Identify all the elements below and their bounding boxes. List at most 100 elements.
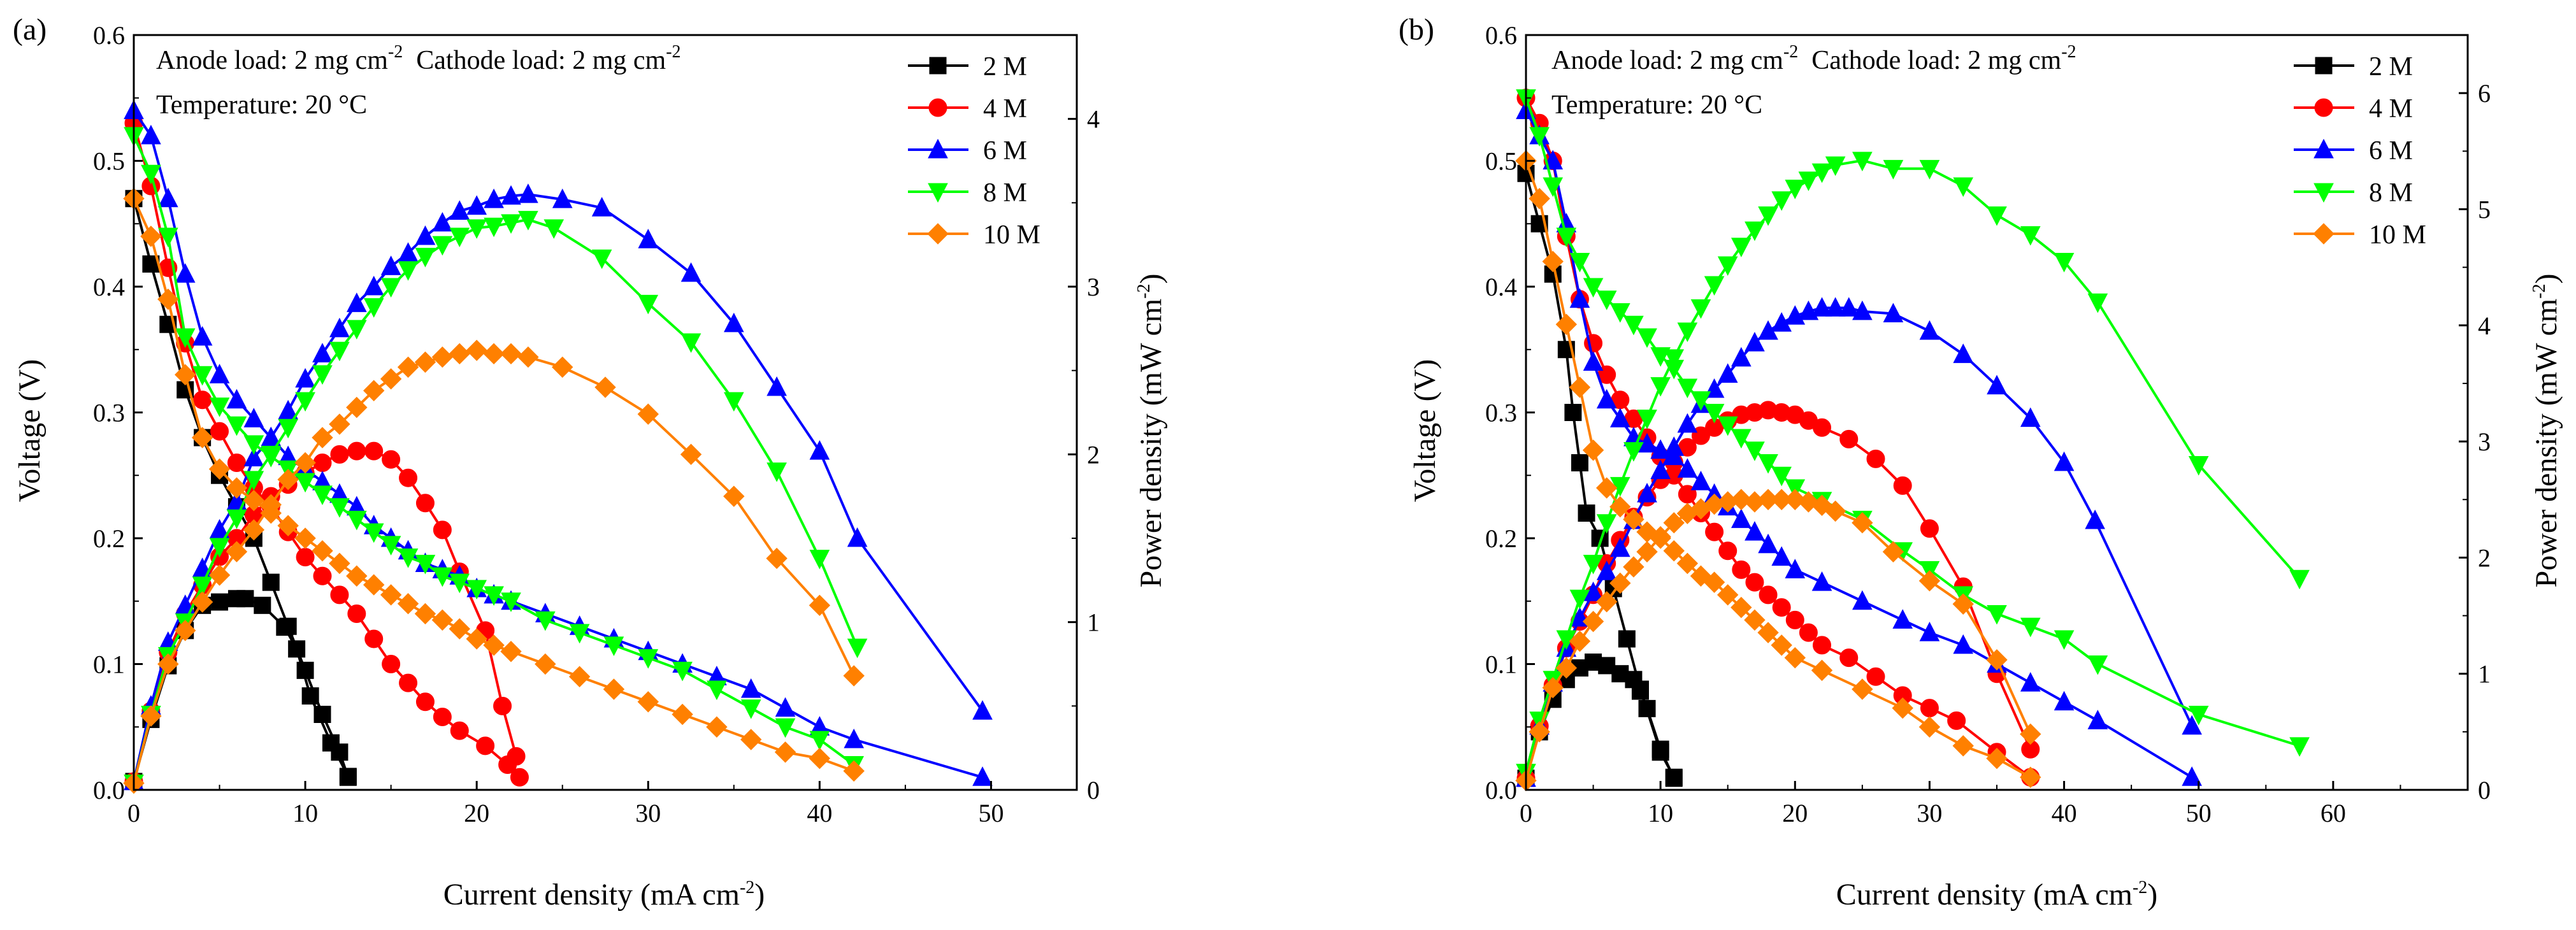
voltage-point	[296, 548, 315, 567]
power-point	[1745, 332, 1765, 352]
panel-label: (b)	[1399, 13, 1434, 46]
power-point	[1731, 347, 1752, 367]
legend-marker	[927, 223, 949, 245]
voltage-point	[1920, 699, 1939, 718]
y2-tick-label: 0	[2478, 776, 2491, 805]
voltage-point	[415, 555, 436, 575]
power-point	[363, 275, 384, 296]
power-point	[2020, 407, 2041, 427]
y-tick-label: 0.1	[93, 650, 125, 679]
voltage-point	[329, 498, 350, 518]
power-point	[192, 576, 213, 596]
power-point	[680, 262, 702, 282]
power-point	[1569, 630, 1591, 652]
power-point	[518, 183, 538, 203]
power-point	[243, 447, 264, 467]
voltage-point	[1866, 667, 1885, 686]
power-point	[1771, 191, 1792, 211]
power-point	[1663, 512, 1685, 534]
voltage-point	[1704, 404, 1725, 424]
voltage-point	[243, 408, 264, 427]
voltage-point	[2054, 690, 2075, 711]
voltage-point	[1785, 479, 1806, 499]
y-tick-label: 0.5	[1485, 147, 1517, 176]
legend-label: 4 M	[2369, 94, 2413, 124]
y2-tick-label: 2	[2478, 543, 2491, 572]
voltage-point	[1759, 585, 1778, 604]
power-point	[1555, 657, 1578, 679]
power-point	[594, 376, 616, 398]
voltage-point	[740, 729, 762, 750]
annotation-load: Anode load: 2 mg cm-2 Cathode load: 2 mg…	[1551, 42, 2076, 75]
y-tick-label: 0.2	[1485, 524, 1517, 553]
power-point	[329, 317, 350, 338]
power-point	[415, 248, 436, 268]
voltage-point	[2188, 706, 2209, 726]
axis-titles: Current density (mA cm-2) Current densit…	[13, 273, 2563, 912]
voltage-point	[382, 655, 401, 673]
power-point	[1919, 320, 1940, 340]
voltage-point	[142, 255, 160, 273]
power-point	[809, 594, 831, 617]
legend: 2 M 4 M 6 M 8 M 10 M	[908, 52, 1040, 250]
power-point	[1745, 221, 1765, 241]
voltage-point	[175, 364, 196, 385]
power-point	[1596, 514, 1617, 534]
voltage-point	[1717, 416, 1738, 436]
power-point	[1839, 429, 1859, 448]
power-point	[1987, 375, 2007, 395]
voltage-point	[1690, 391, 1711, 411]
power-point	[809, 550, 830, 569]
voltage-point	[2087, 710, 2108, 729]
voltage-point	[191, 427, 213, 448]
voltage-point	[1623, 315, 1644, 336]
x-tick-label: 0	[1520, 799, 1532, 827]
power-point	[501, 185, 521, 205]
power-point	[329, 341, 350, 362]
power-point	[1882, 541, 1904, 562]
voltage-point	[1609, 303, 1630, 323]
power-point	[1650, 459, 1671, 480]
power-point	[243, 519, 265, 541]
power-point	[518, 211, 538, 231]
voltage-point	[329, 552, 350, 575]
voltage-point	[1676, 552, 1699, 575]
voltage-point	[346, 565, 368, 587]
power-point	[723, 485, 745, 507]
voltage-point	[740, 678, 761, 698]
power-point	[2020, 723, 2041, 745]
power-point	[1824, 500, 1846, 522]
x-tick-label: 30	[635, 799, 661, 827]
voltage-point	[141, 124, 161, 145]
power-point	[301, 687, 319, 705]
y2-tick-label: 4	[2478, 311, 2491, 340]
power-point	[288, 640, 306, 658]
voltage-point	[1582, 440, 1604, 461]
power-line	[133, 349, 855, 783]
power-point	[1918, 570, 1941, 592]
power-point	[397, 356, 419, 378]
power-point	[1852, 152, 1873, 171]
legend-item: 8 M	[2294, 178, 2413, 208]
voltage-point	[415, 692, 435, 712]
power-point	[552, 356, 573, 378]
legend-label: 2 M	[983, 52, 1027, 82]
power-point	[483, 343, 505, 365]
voltage-point	[192, 366, 213, 386]
legend-item: 2 M	[908, 52, 1027, 82]
power-point	[2020, 226, 2041, 246]
voltage-point	[637, 691, 659, 713]
voltage-point	[1623, 508, 1644, 531]
power-point	[382, 450, 401, 469]
voltage-point	[313, 566, 332, 585]
voltage-point	[313, 706, 331, 723]
voltage-point	[209, 364, 230, 383]
power-point	[507, 747, 526, 766]
y-tick-label: 0.3	[93, 399, 125, 427]
voltage-point	[1718, 541, 1738, 561]
voltage-point	[603, 636, 624, 656]
voltage-point	[312, 540, 333, 562]
voltage-point	[226, 477, 248, 499]
voltage-point	[1690, 471, 1711, 490]
voltage-point	[1813, 636, 1832, 655]
